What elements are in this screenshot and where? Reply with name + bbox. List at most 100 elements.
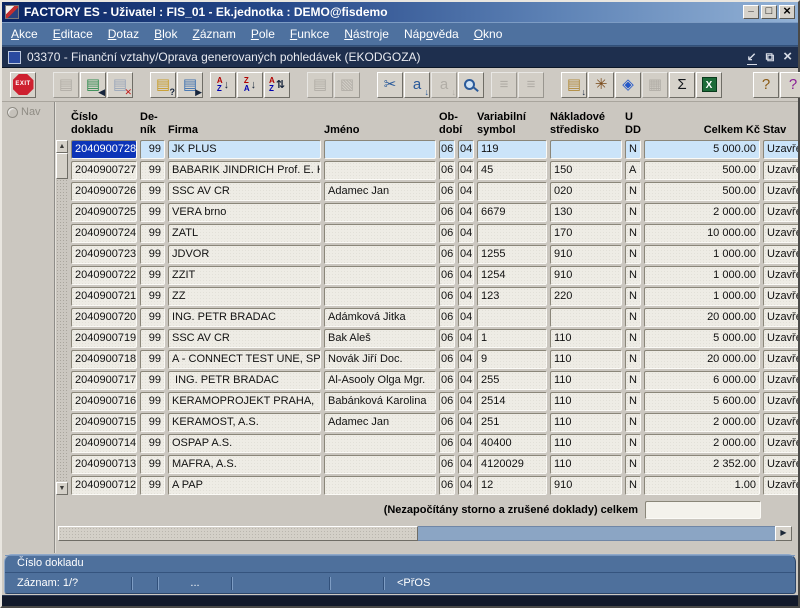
copy-value-button[interactable]: a ↓ (404, 71, 430, 98)
cell-u-dd[interactable]: N (625, 392, 641, 411)
cell-u-dd[interactable]: N (625, 476, 641, 495)
cell-stav[interactable]: Uzavřen (763, 329, 798, 348)
cell-nakladove-stredisko[interactable]: 150 (550, 161, 622, 180)
cell-variabilni-symbol[interactable]: 40400 (477, 434, 547, 453)
cell-jmeno[interactable]: Babánková Karolina (324, 392, 436, 411)
cell-u-dd[interactable]: N (625, 371, 641, 390)
cell-celkem-kc[interactable]: 20 000.00 (644, 350, 760, 369)
cell-nakladove-stredisko[interactable]: 910 (550, 476, 622, 495)
cell-firma[interactable]: ZZ (168, 287, 321, 306)
cell-nakladove-stredisko[interactable]: 110 (550, 413, 622, 432)
cell-cislo-dokladu[interactable]: 2040900714 (71, 434, 137, 453)
vscroll-track[interactable] (56, 179, 68, 482)
cell-firma[interactable]: ING. PETR BRADAC (168, 308, 321, 327)
cell-jmeno[interactable] (324, 434, 436, 453)
cell-variabilni-symbol[interactable]: 12 (477, 476, 547, 495)
cell-obdobi-rok[interactable]: 06 (439, 245, 455, 264)
cell-celkem-kc[interactable]: 1 000.00 (644, 245, 760, 264)
menu-item-funkce[interactable]: Funkce (289, 27, 330, 41)
zoom-button[interactable] (458, 71, 484, 98)
cell-obdobi-mesic[interactable]: 04 (458, 329, 474, 348)
table-row[interactable]: 2040900720 99 ING. PETR BRADAC Adámková Jit… (71, 308, 798, 327)
cell-obdobi-rok[interactable]: 06 (439, 308, 455, 327)
mdi-minimize-button[interactable] (747, 50, 757, 64)
cell-stav[interactable]: Uzavřen (763, 224, 798, 243)
cell-obdobi-mesic[interactable]: 04 (458, 203, 474, 222)
table-row[interactable]: 2040900726 99 SSC AV CR Adamec Jan 06 04 020 N 5… (71, 182, 798, 201)
cell-obdobi-mesic[interactable]: 04 (458, 350, 474, 369)
cell-obdobi-mesic[interactable]: 04 (458, 413, 474, 432)
cell-variabilni-symbol[interactable] (477, 224, 547, 243)
create-record-button[interactable]: ▤ ◀ (80, 71, 106, 98)
cell-variabilni-symbol[interactable] (477, 308, 547, 327)
cell-jmeno[interactable]: Adamec Jan (324, 413, 436, 432)
cell-denik[interactable]: 99 (140, 266, 165, 285)
cell-celkem-kc[interactable]: 500.00 (644, 161, 760, 180)
mdi-close-button[interactable] (783, 50, 792, 64)
cell-stav[interactable]: Uzavřen (763, 476, 798, 495)
cell-variabilni-symbol[interactable]: 1255 (477, 245, 547, 264)
cell-firma[interactable]: SSC AV CR (168, 329, 321, 348)
table-row[interactable]: 2040900714 99 OSPAP A.S. 06 04 40400 110 N 2 000… (71, 434, 798, 453)
table-row[interactable]: 2040900725 99 VERA brno 06 04 6679 130 N 2 000.0… (71, 203, 798, 222)
cell-celkem-kc[interactable]: 5 000.00 (644, 329, 760, 348)
cell-cislo-dokladu[interactable]: 2040900721 (71, 287, 137, 306)
cell-obdobi-mesic[interactable]: 04 (458, 434, 474, 453)
cell-stav[interactable]: Uzavřen (763, 140, 798, 159)
cell-jmeno[interactable]: Al-Asooly Olga Mgr. (324, 371, 436, 390)
special-gem-button[interactable]: ◈ (615, 71, 641, 98)
cell-denik[interactable]: 99 (140, 455, 165, 474)
cell-nakladove-stredisko[interactable]: 220 (550, 287, 622, 306)
table-row[interactable]: 2040900718 99 A - CONNECT TEST UNE, SPOL No… (71, 350, 798, 369)
cell-obdobi-mesic[interactable]: 04 (458, 140, 474, 159)
table-row[interactable]: 2040900723 99 JDVOR 06 04 1255 910 N 1 000.00 Uza… (71, 245, 798, 264)
cell-firma[interactable]: JK PLUS (168, 140, 321, 159)
cell-celkem-kc[interactable]: 2 352.00 (644, 455, 760, 474)
cell-denik[interactable]: 99 (140, 413, 165, 432)
cell-jmeno[interactable] (324, 224, 436, 243)
table-row[interactable]: 2040900715 99 KERAMOST, A.S. Adamec Jan 06 04… (71, 413, 798, 432)
scroll-up-icon[interactable]: ▲ (56, 140, 68, 153)
cell-obdobi-rok[interactable]: 06 (439, 392, 455, 411)
cell-stav[interactable]: Uzavřen (763, 455, 798, 474)
cell-variabilni-symbol[interactable]: 119 (477, 140, 547, 159)
table-row[interactable]: 2040900717 99 ING. PETR BRADAC Al-Asooly O… (71, 371, 798, 390)
cell-celkem-kc[interactable]: 500.00 (644, 182, 760, 201)
cell-firma[interactable]: JDVOR (168, 245, 321, 264)
execute-query-button[interactable]: ▤ ▶ (177, 71, 203, 98)
cell-nakladove-stredisko[interactable]: 110 (550, 455, 622, 474)
cell-jmeno[interactable] (324, 161, 436, 180)
cell-u-dd[interactable]: N (625, 140, 641, 159)
cell-obdobi-mesic[interactable]: 04 (458, 392, 474, 411)
cell-nakladove-stredisko[interactable]: 020 (550, 182, 622, 201)
cell-obdobi-rok[interactable]: 06 (439, 287, 455, 306)
cell-celkem-kc[interactable]: 1 000.00 (644, 266, 760, 285)
cell-stav[interactable]: Uzavřen (763, 161, 798, 180)
cell-obdobi-mesic[interactable]: 04 (458, 161, 474, 180)
cell-cislo-dokladu[interactable]: 2040900718 (71, 350, 137, 369)
cell-cislo-dokladu[interactable]: 2040900723 (71, 245, 137, 264)
cell-cislo-dokladu[interactable]: 2040900715 (71, 413, 137, 432)
cell-u-dd[interactable]: N (625, 287, 641, 306)
cell-obdobi-mesic[interactable]: 04 (458, 266, 474, 285)
navigator-wheel-button[interactable]: ✳ (588, 71, 614, 98)
cell-celkem-kc[interactable]: 6 000.00 (644, 371, 760, 390)
menu-item-nastroje[interactable]: Nástroje (344, 27, 389, 41)
cell-variabilni-symbol[interactable] (477, 182, 547, 201)
cell-denik[interactable]: 99 (140, 392, 165, 411)
sum-button[interactable]: Σ (669, 71, 695, 98)
cell-firma[interactable]: KERAMOST, A.S. (168, 413, 321, 432)
cell-u-dd[interactable]: N (625, 203, 641, 222)
cell-obdobi-mesic[interactable]: 04 (458, 182, 474, 201)
cell-jmeno[interactable]: Novák Jiří Doc. (324, 350, 436, 369)
vscroll-thumb[interactable] (56, 153, 68, 179)
cell-u-dd[interactable]: N (625, 182, 641, 201)
help-tip-button[interactable]: ? (753, 71, 779, 98)
cell-firma[interactable]: ING. PETR BRADAC (168, 371, 321, 390)
table-row[interactable]: 2040900727 99 BABARIK JINDRICH Prof. E. He… (71, 161, 798, 180)
cell-variabilni-symbol[interactable]: 1 (477, 329, 547, 348)
cell-variabilni-symbol[interactable]: 123 (477, 287, 547, 306)
menu-item-blok[interactable]: Blok (154, 27, 178, 41)
